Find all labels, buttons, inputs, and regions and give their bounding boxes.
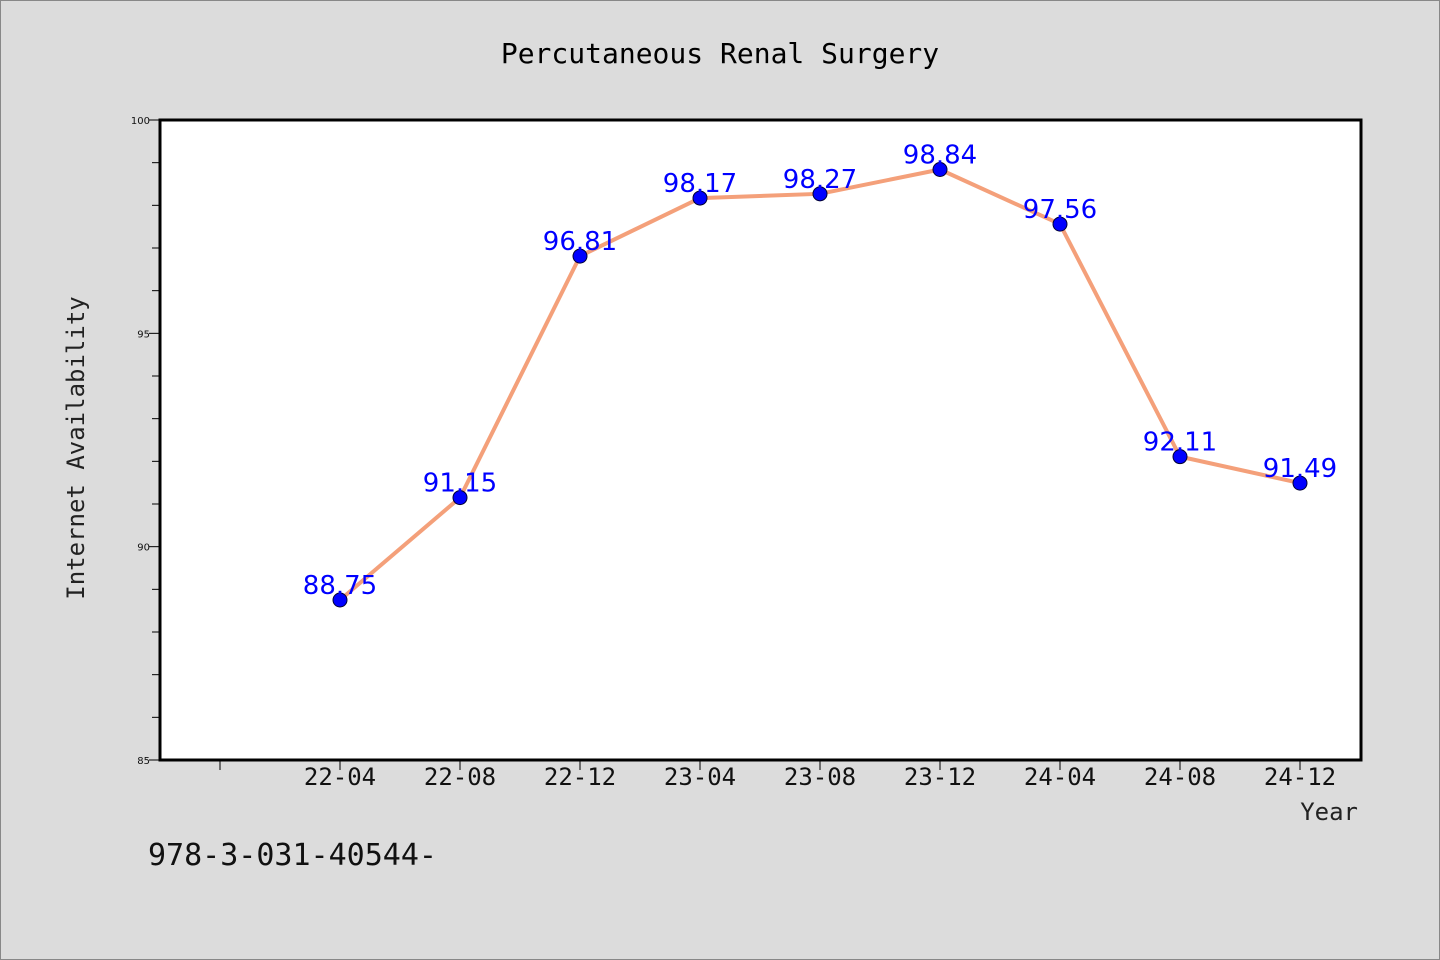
x-tick-label: 22-04 — [304, 763, 376, 791]
x-tick-label: 22-12 — [544, 763, 616, 791]
data-point — [692, 190, 708, 206]
x-tick-label: 23-12 — [904, 763, 976, 791]
data-point — [812, 186, 828, 202]
x-tick-label: 23-08 — [784, 763, 856, 791]
data-point — [1172, 449, 1188, 465]
x-tick-label: 24-12 — [1264, 763, 1336, 791]
y-tick-label: 90 — [137, 543, 150, 554]
data-point — [1292, 475, 1308, 491]
series-group: 88.75 91.15 96.81 98.17 98.27 98.84 97.56 92.11… — [303, 140, 1337, 608]
data-label: 91.49 — [1263, 454, 1337, 484]
y-tick-label: 100 — [131, 116, 150, 127]
data-point — [572, 248, 588, 264]
data-point — [452, 490, 468, 506]
footer-text: 978-3-031-40544- — [148, 838, 437, 873]
y-tick-label: 85 — [137, 756, 150, 767]
data-label: 96.81 — [543, 227, 617, 257]
plot-area — [160, 120, 1361, 760]
data-label: 88.75 — [303, 571, 377, 601]
data-label: 98.84 — [903, 140, 977, 170]
y-tick-label: 95 — [137, 329, 150, 340]
x-tick-label: 23-04 — [664, 763, 736, 791]
x-tick-label: 24-08 — [1144, 763, 1216, 791]
data-point — [332, 592, 348, 608]
data-label: 98.17 — [663, 169, 737, 199]
x-tick-label: 24-04 — [1024, 763, 1096, 791]
data-label: 97.56 — [1023, 195, 1097, 225]
y-axis-label: Internet Availability — [62, 296, 90, 599]
data-point — [932, 161, 948, 177]
x-axis: 22-04 22-08 22-12 23-04 23-08 23-12 24-04 24-08… — [219, 760, 1336, 791]
x-axis-label: Year — [1300, 798, 1358, 826]
data-label: 98.27 — [783, 165, 857, 195]
data-label: 92.11 — [1143, 428, 1217, 458]
plot-frame — [158, 118, 1363, 762]
data-point — [1052, 216, 1068, 232]
chart-title: Percutaneous Renal Surgery — [501, 37, 939, 70]
x-tick-label: 22-08 — [424, 763, 496, 791]
data-label: 91.15 — [423, 469, 497, 499]
